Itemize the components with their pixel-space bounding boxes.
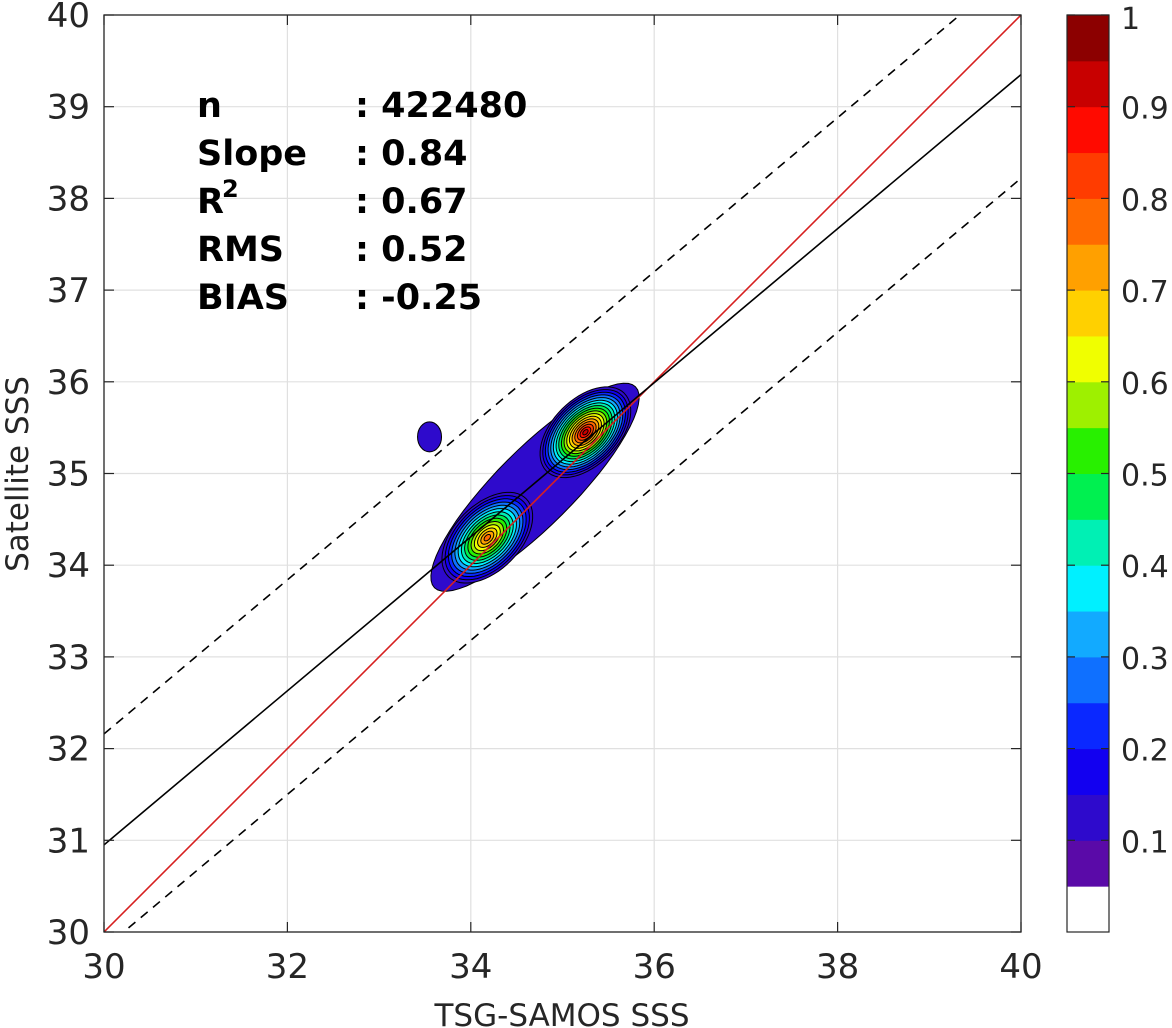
colorbar-swatch [1067, 427, 1109, 474]
y-tick-label: 35 [47, 455, 90, 495]
contour-peak-1 [483, 534, 491, 542]
axis-ticks: 30 32 34 36 38 40 30 31 32 33 34 35 36 37 38 39 40 [47, 0, 1043, 987]
colorbar-swatch [1067, 473, 1109, 520]
y-tick-label: 31 [47, 821, 90, 861]
colorbar-swatch [1067, 381, 1109, 429]
colorbar-swatch [1067, 15, 1109, 62]
stat-label: Slope [197, 134, 307, 174]
y-tick-label: 40 [47, 0, 90, 36]
stat-label-superscript: 2 [222, 175, 239, 203]
contour-island [417, 421, 443, 453]
colorbar-swatch [1067, 290, 1109, 337]
x-tick-label: 38 [816, 947, 859, 987]
stat-value: : 422480 [355, 86, 527, 126]
colorbar-tick-label: 0.5 [1121, 459, 1169, 494]
y-tick-label: 32 [47, 730, 90, 770]
colorbar-swatch [1067, 244, 1109, 291]
reference-lines [104, 15, 1021, 932]
x-tick-label: 36 [633, 947, 676, 987]
colorbar-tick-label: 0.8 [1121, 183, 1169, 218]
y-tick-label: 36 [47, 363, 90, 403]
y-axis-label: Satellite SSS [0, 376, 36, 572]
x-tick-label: 34 [449, 947, 492, 987]
y-tick-label: 30 [47, 913, 90, 953]
colorbar-swatch [1067, 335, 1109, 383]
one-to-one-line [104, 15, 1021, 932]
stat-value: : 0.67 [355, 182, 468, 222]
contour-peak-2 [582, 429, 589, 436]
stat-label: R [197, 182, 224, 222]
colorbar-tick-label: 0.3 [1121, 642, 1169, 677]
x-tick-label: 32 [266, 947, 309, 987]
colorbar-swatch [1067, 611, 1109, 658]
x-tick-label: 30 [82, 947, 125, 987]
y-tick-label: 33 [47, 638, 90, 678]
stat-value: : 0.52 [355, 230, 468, 270]
colorbar-swatch [1067, 60, 1109, 108]
colorbar-swatch [1067, 198, 1109, 245]
colorbar-swatch [1067, 794, 1109, 841]
density-contours [417, 382, 640, 592]
y-tick-label: 38 [47, 179, 90, 219]
upper-bound-line [104, 15, 962, 735]
regression-line [104, 73, 1021, 846]
colorbar-tick-label: 0.4 [1121, 550, 1169, 585]
colorbar-swatch [1067, 840, 1109, 887]
stats-annotation: n : 422480 Slope : 0.84 R2 : 0.67 RMS : 0.52 BIA… [197, 86, 527, 318]
x-axis-label: TSG-SAMOS SSS [434, 998, 690, 1028]
colorbar-swatch [1067, 656, 1109, 704]
colorbar-swatch [1067, 886, 1109, 933]
colorbar-swatch [1067, 702, 1109, 750]
stat-label: BIAS [197, 278, 289, 318]
stat-label: n [197, 86, 222, 126]
colorbar-tick-label: 0.7 [1121, 275, 1169, 310]
colorbar-swatch [1067, 152, 1109, 199]
stat-label: RMS [197, 230, 284, 270]
y-tick-label: 39 [47, 88, 90, 128]
colorbar-tick-label: 0.2 [1121, 734, 1169, 769]
colorbar-tick-label: 0.6 [1121, 367, 1169, 402]
colorbar-swatch [1067, 565, 1109, 612]
colorbar-tick-label: 0.1 [1121, 825, 1169, 860]
stat-value: : 0.84 [355, 134, 468, 174]
lower-bound-line [122, 177, 1021, 932]
colorbar-swatch [1067, 748, 1109, 795]
x-tick-label: 40 [999, 947, 1042, 987]
colorbar-swatch [1067, 106, 1109, 154]
colorbar-tick-label: 0.9 [1121, 92, 1169, 127]
y-tick-label: 37 [47, 271, 90, 311]
stat-value: : -0.25 [355, 278, 482, 318]
y-tick-label: 34 [47, 546, 90, 586]
colorbar-tick-label: 1 [1121, 2, 1140, 37]
colorbar-swatch [1067, 519, 1109, 566]
colorbar: 0.1 0.2 0.3 0.4 0.5 0.6 0.7 0.8 0.9 1 [1066, 2, 1169, 933]
